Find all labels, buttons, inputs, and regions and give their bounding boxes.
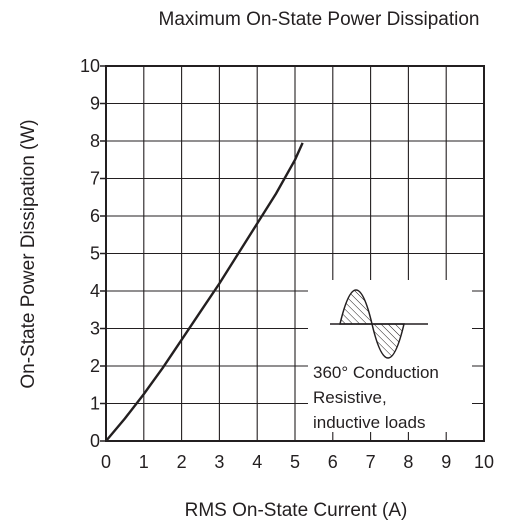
series-line: [105, 142, 304, 442]
annotation-line-3: inductive loads: [313, 413, 425, 432]
x-tick-label: 5: [290, 452, 300, 472]
sine-wave-icon: [330, 289, 428, 359]
x-tick-label: 4: [252, 452, 262, 472]
y-tick-label: 10: [80, 56, 100, 76]
x-tick-label: 2: [177, 452, 187, 472]
x-tick-label: 3: [214, 452, 224, 472]
x-tick-label: 1: [139, 452, 149, 472]
x-tick-label: 9: [441, 452, 451, 472]
y-tick-label: 2: [90, 356, 100, 376]
chart-title: Maximum On-State Power Dissipation: [159, 9, 480, 30]
x-tick-label: 7: [366, 452, 376, 472]
x-axis-label: RMS On-State Current (A): [185, 500, 408, 521]
y-tick-label: 0: [90, 431, 100, 451]
x-tick-label: 10: [474, 452, 494, 472]
y-tick-label: 1: [90, 394, 100, 414]
x-tick-label: 0: [101, 452, 111, 472]
y-tick-label: 8: [90, 131, 100, 151]
x-tick-label: 8: [403, 452, 413, 472]
y-tick-label: 7: [90, 169, 100, 189]
y-axis-label: On-State Power Dissipation (W): [18, 119, 39, 388]
y-tick-label: 3: [90, 319, 100, 339]
y-tick-label: 4: [90, 281, 100, 301]
x-tick-label: 6: [328, 452, 338, 472]
y-tick-label: 5: [90, 244, 100, 264]
y-axis-ticks: 0 1 2 3 4 5 6 7 8 9 10: [80, 56, 106, 451]
y-tick-label: 6: [90, 206, 100, 226]
conduction-inset: 360° Conduction Resistive, inductive loa…: [308, 280, 472, 432]
y-tick-label: 9: [90, 94, 100, 114]
annotation-line-2: Resistive,: [313, 388, 387, 407]
annotation-line-1: 360° Conduction: [313, 363, 439, 382]
x-axis-ticks: 0 1 2 3 4 5 6 7 8 9 10: [101, 452, 494, 472]
